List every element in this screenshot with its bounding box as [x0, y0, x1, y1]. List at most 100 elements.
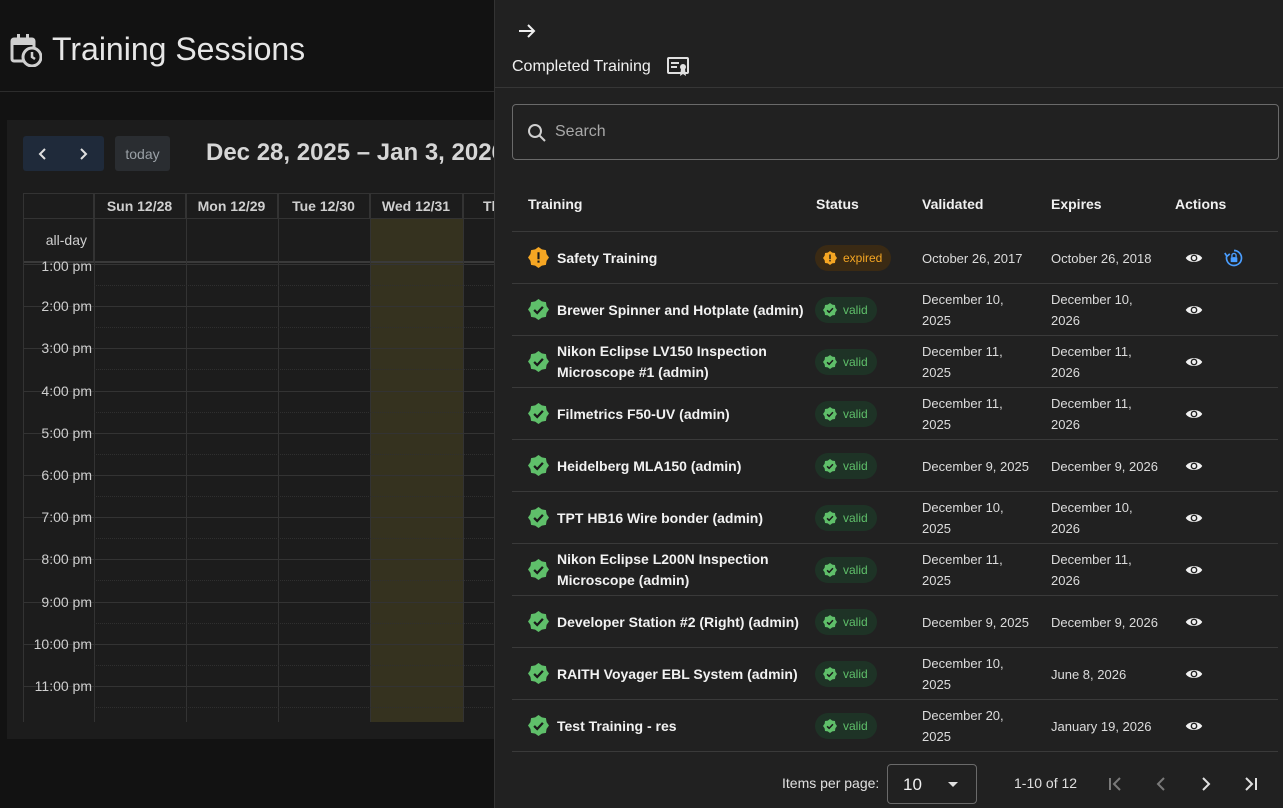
half-hour-line: [94, 412, 494, 413]
half-hour-line: [94, 538, 494, 539]
items-per-page-label: Items per page:: [782, 775, 880, 791]
table-row: Nikon Eclipse L200N Inspection Microscop…: [512, 544, 1278, 596]
drawer-title: Completed Training: [512, 58, 651, 75]
table-row: Nikon Eclipse LV150 Inspection Microscop…: [512, 336, 1278, 388]
hour-label: 10:00 pm: [33, 636, 92, 652]
training-name: RAITH Voyager EBL System (admin): [557, 665, 798, 682]
table-row: Test Training - res valid December 20, 202…: [512, 700, 1278, 752]
arrow-right-icon[interactable]: [516, 20, 538, 42]
chevron-left-icon: [38, 147, 46, 160]
eye-icon[interactable]: [1185, 509, 1203, 527]
hour-line: [24, 391, 494, 392]
hour-label: 9:00 pm: [41, 594, 92, 610]
column-header-actions: Actions: [1175, 196, 1227, 212]
lock-reset-icon[interactable]: [1224, 248, 1244, 268]
column-header-expires[interactable]: Expires: [1051, 196, 1102, 212]
column-header-day[interactable]: Wed 12/31: [370, 194, 463, 219]
training-name: Nikon Eclipse L200N Inspection Microscop…: [557, 551, 769, 588]
column-header-day[interactable]: Thu 1/1: [463, 194, 494, 219]
hour-label: 2:00 pm: [41, 298, 92, 314]
training-table: Training Status Validated Expires Action…: [512, 180, 1278, 752]
eye-icon[interactable]: [1185, 457, 1203, 475]
warning-badge-icon: [528, 247, 549, 268]
eye-icon[interactable]: [1185, 613, 1203, 631]
table-row: RAITH Voyager EBL System (admin) valid Dec…: [512, 648, 1278, 700]
prev-week-button[interactable]: [23, 136, 63, 171]
training-name: Filmetrics F50-UV (admin): [557, 405, 730, 422]
eye-icon[interactable]: [1185, 561, 1203, 579]
expires-date: January 19, 2026: [1051, 718, 1152, 734]
validated-date: December 20, 2025: [922, 708, 1004, 744]
search-field: [512, 104, 1279, 160]
training-name: Heidelberg MLA150 (admin): [557, 457, 742, 474]
verified-badge-icon: [528, 715, 549, 736]
verified-badge-icon: [528, 663, 549, 684]
verified-badge-icon: [528, 351, 549, 372]
status-label: valid: [843, 407, 868, 421]
status-badge: valid: [815, 557, 877, 583]
search-icon: [528, 124, 546, 142]
eye-icon[interactable]: [1185, 405, 1203, 423]
today-column-highlight: [370, 219, 463, 261]
expires-date: December 10, 2026: [1051, 292, 1133, 328]
search-input[interactable]: [555, 105, 1255, 159]
hour-label: 1:00 pm: [41, 258, 92, 274]
all-day-label: all-day: [24, 219, 94, 261]
table-body: Safety Training expired October 26, 2017 Oc…: [512, 232, 1278, 752]
half-hour-line: [94, 623, 494, 624]
certificate-icon: [667, 57, 689, 76]
eye-icon[interactable]: [1185, 665, 1203, 683]
validated-date: December 10, 2025: [922, 500, 1004, 536]
items-per-page-value: 10: [903, 775, 922, 794]
table-row: TPT HB16 Wire bonder (admin) valid Decembe…: [512, 492, 1278, 544]
next-week-button[interactable]: [63, 136, 103, 171]
calendar-range-title: Dec 28, 2025 – Jan 3, 2026: [206, 139, 505, 166]
items-per-page-select[interactable]: 10: [887, 764, 977, 804]
last-page-icon[interactable]: [1239, 772, 1263, 796]
caret-down-icon: [948, 782, 958, 787]
validated-date: October 26, 2017: [922, 250, 1023, 266]
column-header-training[interactable]: Training: [528, 196, 583, 212]
eye-icon[interactable]: [1185, 353, 1203, 371]
training-name: Safety Training: [557, 249, 658, 266]
completed-training-drawer: Completed Training Training Status Valid…: [494, 0, 1283, 808]
eye-icon[interactable]: [1185, 301, 1203, 319]
prev-page-icon[interactable]: [1149, 772, 1173, 796]
training-name: Test Training - res: [557, 717, 677, 734]
training-name: Developer Station #2 (Right) (admin): [557, 613, 799, 630]
hour-label: 6:00 pm: [41, 467, 92, 483]
status-label: valid: [843, 615, 868, 629]
first-page-icon[interactable]: [1103, 772, 1127, 796]
next-page-icon[interactable]: [1194, 772, 1218, 796]
eye-icon[interactable]: [1185, 249, 1203, 267]
column-header-day[interactable]: Sun 12/28: [94, 194, 186, 219]
column-header-status[interactable]: Status: [816, 196, 859, 212]
check-circle-icon: [823, 355, 837, 369]
column-header-day[interactable]: Mon 12/29: [186, 194, 278, 219]
training-name: TPT HB16 Wire bonder (admin): [557, 509, 764, 526]
table-header: Training Status Validated Expires Action…: [512, 180, 1278, 232]
today-button[interactable]: today: [115, 136, 170, 171]
column-header-day[interactable]: Tue 12/30: [278, 194, 370, 219]
hour-line: [24, 433, 494, 434]
validated-date: December 11, 2025: [922, 396, 1003, 432]
eye-icon[interactable]: [1185, 717, 1203, 735]
expires-date: June 8, 2026: [1051, 666, 1127, 682]
verified-badge-icon: [528, 403, 549, 424]
status-label: valid: [843, 355, 868, 369]
expires-date: December 9, 2026: [1051, 614, 1158, 630]
table-row: Developer Station #2 (Right) (admin) vali…: [512, 596, 1278, 648]
verified-badge-icon: [528, 611, 549, 632]
half-hour-line: [94, 327, 494, 328]
table-row: Heidelberg MLA150 (admin) valid December 9…: [512, 440, 1278, 492]
column-header-validated[interactable]: Validated: [922, 196, 984, 212]
status-badge: valid: [815, 453, 877, 479]
hour-line: [24, 348, 494, 349]
check-circle-icon: [823, 667, 837, 681]
calendar-grid: Sun 12/28 Mon 12/29 Tue 12/30 Wed 12/31 …: [23, 193, 494, 722]
status-badge: valid: [815, 661, 877, 687]
calendar-clock-icon: [10, 34, 42, 67]
hour-line: [24, 264, 494, 265]
validated-date: December 9, 2025: [922, 458, 1029, 474]
drawer-divider: [495, 87, 1283, 88]
